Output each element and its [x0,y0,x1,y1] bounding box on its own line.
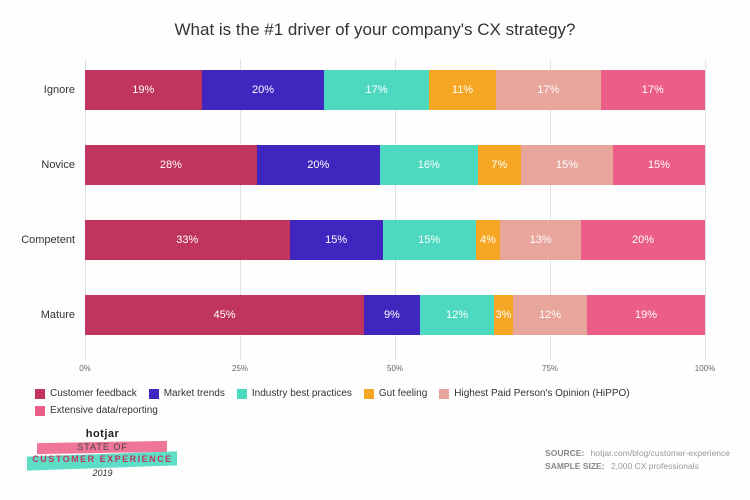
bar-segment: 13% [500,220,581,260]
source-line: SOURCE: hotjar.com/blog/customer-experie… [545,448,730,458]
bar-segment: 12% [420,295,494,335]
bar-segment: 33% [85,220,290,260]
y-label: Mature [41,309,75,321]
bar-segment: 15% [290,220,383,260]
badge-line1: STATE OF [25,442,180,452]
legend-label: Highest Paid Person's Opinion (HiPPO) [454,388,629,399]
legend-label: Gut feeling [379,388,427,399]
y-label: Ignore [44,84,75,96]
bar-segment: 28% [85,145,257,185]
sample-label: SAMPLE SIZE: [545,461,605,471]
x-tick: 0% [79,364,91,373]
x-tick: 50% [387,364,403,373]
footer-badge: hotjar STATE OF CUSTOMER EXPERIENCE 2019 [25,428,180,478]
source-block: SOURCE: hotjar.com/blog/customer-experie… [545,448,730,474]
chart-title: What is the #1 driver of your company's … [0,0,750,50]
bar-segment: 9% [364,295,420,335]
legend-label: Extensive data/reporting [50,405,158,416]
legend-swatch [364,389,374,399]
legend-item: Highest Paid Person's Opinion (HiPPO) [439,388,629,399]
source-value: hotjar.com/blog/customer-experience [591,448,730,458]
bar-segment: 11% [429,70,497,110]
badge-brand: hotjar [25,428,180,440]
bar-segment: 20% [257,145,380,185]
bar-segment: 15% [613,145,705,185]
bar-segment: 17% [496,70,600,110]
x-tick: 100% [695,364,715,373]
legend-item: Industry best practices [237,388,352,399]
legend-item: Extensive data/reporting [35,405,158,416]
bar-segment: 20% [202,70,325,110]
sample-value: 2,000 CX professionals [611,461,699,471]
bar-segment: 16% [380,145,478,185]
legend-label: Industry best practices [252,388,352,399]
bar-row: Mature45%9%12%3%12%19% [85,295,705,335]
bar-segment: 12% [513,295,587,335]
bar-segment: 15% [383,220,476,260]
bar-segment: 17% [324,70,428,110]
x-tick: 25% [232,364,248,373]
x-tick: 75% [542,364,558,373]
bar-segment: 19% [587,295,705,335]
bar-segment: 15% [521,145,613,185]
legend-swatch [237,389,247,399]
chart-area: 0%25%50%75%100%Ignore19%20%17%11%17%17%N… [85,60,705,360]
bar-segment: 19% [85,70,202,110]
legend-swatch [149,389,159,399]
y-label: Novice [41,159,75,171]
bar-row: Competent33%15%15%4%13%20% [85,220,705,260]
legend: Customer feedback Market trends Industry b… [35,388,725,416]
bar-segment: 7% [478,145,521,185]
bar-row: Ignore19%20%17%11%17%17% [85,70,705,110]
legend-swatch [439,389,449,399]
legend-item: Gut feeling [364,388,427,399]
badge-line2: CUSTOMER EXPERIENCE [25,452,180,466]
badge-year: 2019 [25,468,180,478]
bar-segment: 4% [476,220,501,260]
legend-item: Customer feedback [35,388,137,399]
legend-swatch [35,389,45,399]
bar-segment: 17% [601,70,705,110]
gridline [705,60,706,360]
badge-line2-text: CUSTOMER EXPERIENCE [32,454,172,464]
bar-segment: 45% [85,295,364,335]
sample-line: SAMPLE SIZE: 2,000 CX professionals [545,461,730,471]
legend-label: Customer feedback [50,388,137,399]
bar-segment: 3% [494,295,513,335]
legend-swatch [35,406,45,416]
badge-line1-text: STATE OF [77,442,128,452]
bar-row: Novice28%20%16%7%15%15% [85,145,705,185]
source-label: SOURCE: [545,448,584,458]
legend-label: Market trends [164,388,225,399]
bar-segment: 20% [581,220,705,260]
y-label: Competent [21,234,75,246]
legend-item: Market trends [149,388,225,399]
